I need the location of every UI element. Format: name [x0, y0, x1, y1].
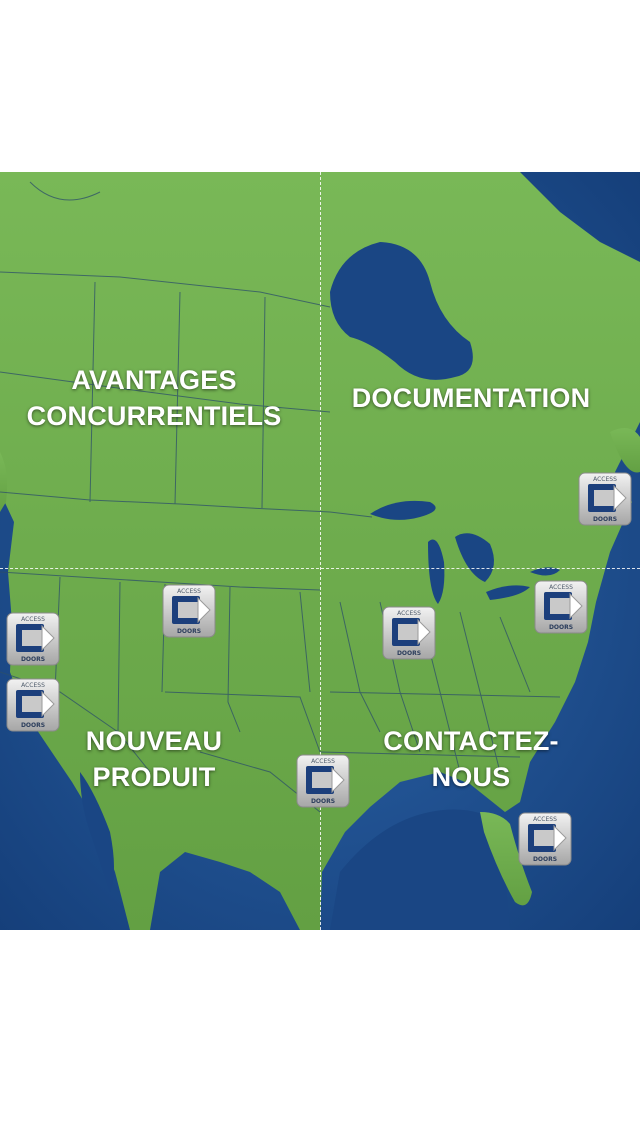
access-doors-logo-icon: ACCESS DOORS	[6, 612, 60, 666]
map-container: AVANTAGES CONCURRENTIELS DOCUMENTATION N…	[0, 172, 640, 930]
svg-text:ACCESS: ACCESS	[593, 476, 617, 483]
vertical-divider	[320, 172, 321, 930]
horizontal-divider	[0, 568, 640, 569]
access-doors-logo-icon: ACCESS DOORS	[382, 606, 436, 660]
pin-quebec[interactable]: ACCESS DOORS	[578, 472, 632, 526]
svg-text:ACCESS: ACCESS	[21, 616, 45, 623]
access-doors-logo-icon: ACCESS DOORS	[534, 580, 588, 634]
svg-text:ACCESS: ACCESS	[311, 758, 335, 765]
svg-text:ACCESS: ACCESS	[21, 682, 45, 689]
quadrant-documentation[interactable]: DOCUMENTATION	[322, 172, 620, 624]
svg-text:DOORS: DOORS	[593, 516, 617, 523]
svg-text:ACCESS: ACCESS	[549, 584, 573, 591]
pin-california-north[interactable]: ACCESS DOORS	[6, 612, 60, 666]
access-doors-logo-icon: ACCESS DOORS	[518, 812, 572, 866]
competitive-advantages-label: AVANTAGES CONCURRENTIELS	[26, 365, 282, 431]
quadrant-competitive-advantages[interactable]: AVANTAGES CONCURRENTIELS	[0, 172, 308, 624]
svg-text:DOORS: DOORS	[177, 628, 201, 635]
pin-florida[interactable]: ACCESS DOORS	[518, 812, 572, 866]
access-doors-logo-icon: ACCESS DOORS	[296, 754, 350, 808]
svg-text:DOORS: DOORS	[21, 656, 45, 663]
svg-text:ACCESS: ACCESS	[533, 816, 557, 823]
pin-texas[interactable]: ACCESS DOORS	[296, 754, 350, 808]
access-doors-logo-icon: ACCESS DOORS	[162, 584, 216, 638]
svg-text:ACCESS: ACCESS	[177, 588, 201, 595]
quadrant-new-product[interactable]: NOUVEAU PRODUIT	[0, 569, 308, 930]
svg-text:DOORS: DOORS	[549, 624, 573, 631]
access-doors-logo-icon: ACCESS DOORS	[6, 678, 60, 732]
svg-text:DOORS: DOORS	[397, 650, 421, 657]
documentation-label: DOCUMENTATION	[351, 383, 591, 413]
contact-us-label: CONTACTEZ- NOUS	[383, 726, 559, 792]
quadrant-contact-us[interactable]: CONTACTEZ- NOUS	[322, 569, 620, 930]
pin-california-south[interactable]: ACCESS DOORS	[6, 678, 60, 732]
new-product-label: NOUVEAU PRODUIT	[85, 726, 223, 792]
access-doors-logo-icon: ACCESS DOORS	[578, 472, 632, 526]
svg-text:ACCESS: ACCESS	[397, 610, 421, 617]
pin-colorado[interactable]: ACCESS DOORS	[162, 584, 216, 638]
svg-text:DOORS: DOORS	[311, 798, 335, 805]
svg-text:DOORS: DOORS	[533, 856, 557, 863]
svg-text:DOORS: DOORS	[21, 722, 45, 729]
pin-illinois[interactable]: ACCESS DOORS	[382, 606, 436, 660]
pin-new-york[interactable]: ACCESS DOORS	[534, 580, 588, 634]
